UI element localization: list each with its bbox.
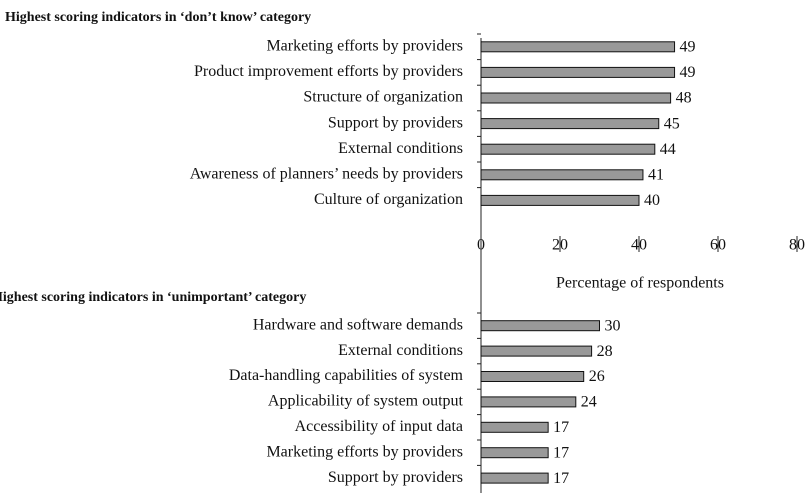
value-label: 30: [605, 317, 621, 334]
bar: [480, 169, 644, 181]
bar: [480, 41, 676, 53]
category-label: External conditions: [338, 342, 463, 359]
value-label: 17: [553, 444, 569, 461]
x-tick-label: 40: [631, 237, 647, 254]
value-label: 17: [553, 419, 569, 436]
category-label: Marketing efforts by providers: [266, 443, 463, 460]
x-axis-label: Percentage of respondents: [556, 275, 724, 292]
category-label: Data-handling capabilities of system: [229, 367, 464, 384]
value-label: 41: [648, 166, 664, 183]
value-label: 26: [589, 368, 605, 385]
bar: [480, 447, 549, 459]
category-label: Awareness of planners’ needs by provider…: [190, 165, 463, 182]
x-tick-label: 0: [477, 237, 485, 254]
category-label: Product improvement efforts by providers: [194, 63, 463, 80]
value-label: 24: [581, 394, 597, 411]
value-label: 48: [676, 90, 692, 107]
value-label: 45: [664, 115, 680, 132]
chart-title: Highest scoring indicators in ‘unimporta…: [0, 290, 306, 305]
bar: [480, 118, 660, 130]
category-label: Structure of organization: [303, 89, 463, 106]
value-label: 44: [660, 141, 676, 158]
bar: [480, 421, 549, 433]
value-label: 49: [680, 64, 696, 81]
x-tick-label: 60: [710, 237, 726, 254]
category-label: Support by providers: [328, 469, 463, 486]
chart-title: Highest scoring indicators in ‘don’t kno…: [5, 10, 311, 25]
value-label: 28: [597, 343, 613, 360]
bar: [480, 472, 549, 484]
value-label: 40: [644, 192, 660, 209]
bar: [480, 92, 672, 104]
value-label: 49: [680, 38, 696, 55]
value-label: 17: [553, 470, 569, 487]
bar: [480, 194, 640, 206]
bar: [480, 320, 600, 332]
bar: [480, 66, 676, 78]
bar: [480, 371, 585, 382]
category-label: Culture of organization: [314, 191, 463, 208]
x-tick-label: 80: [789, 237, 805, 254]
bar: [480, 345, 593, 357]
bar: [480, 396, 577, 408]
category-label: Marketing efforts by providers: [266, 37, 463, 54]
category-label: Support by providers: [328, 114, 463, 131]
x-tick-label: 20: [552, 237, 568, 254]
bar: [480, 143, 656, 155]
category-label: Hardware and software demands: [253, 316, 463, 333]
category-label: External conditions: [338, 140, 463, 157]
category-label: Applicability of system output: [268, 393, 464, 410]
category-label: Accessibility of input data: [295, 418, 463, 435]
